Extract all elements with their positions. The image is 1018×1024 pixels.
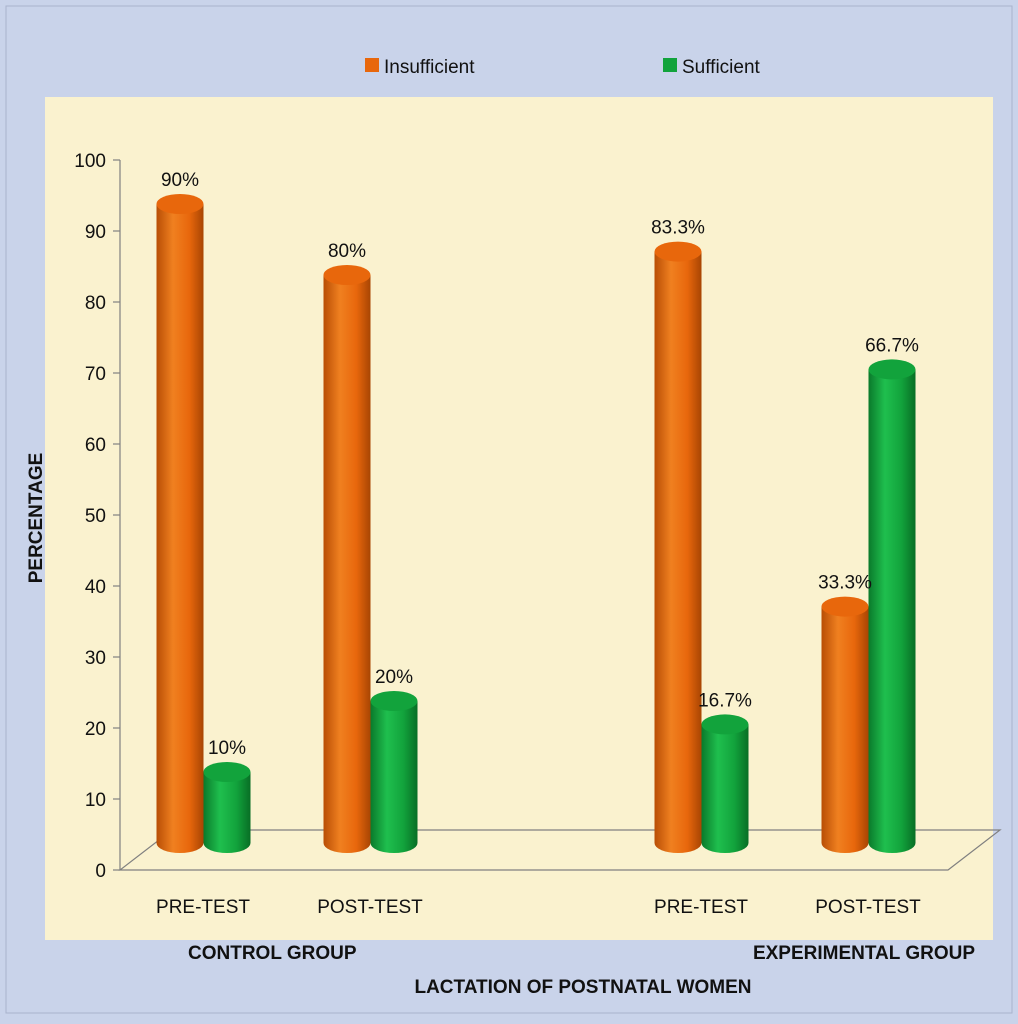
bar-body: [655, 252, 702, 853]
bar-body: [324, 275, 371, 853]
data-label-insufficient-2: 83.3%: [651, 218, 705, 239]
y-tick-label: 20: [85, 719, 106, 740]
bar-top-cap: [869, 359, 916, 379]
legend-swatch-insufficient: [365, 58, 379, 72]
y-tick-label: 100: [74, 151, 106, 172]
y-axis-title: PERCENTAGE: [26, 453, 47, 584]
category-label-experimental-post: POST-TEST: [815, 897, 921, 918]
bar-top-cap: [655, 242, 702, 262]
y-tick-label: 70: [85, 364, 106, 385]
data-label-sufficient-1: 20%: [375, 667, 413, 688]
y-tick-label: 50: [85, 506, 106, 527]
category-label-control-pre: PRE-TEST: [156, 897, 250, 918]
bar-insufficient-2: [655, 242, 702, 853]
category-label-experimental-pre: PRE-TEST: [654, 897, 748, 918]
data-label-insufficient-3: 33.3%: [818, 573, 872, 594]
bar-body: [702, 724, 749, 853]
group-label-experimental: EXPERIMENTAL GROUP: [753, 943, 975, 964]
data-label-insufficient-0: 90%: [161, 170, 199, 191]
y-tick-label: 0: [95, 861, 106, 882]
bar-body: [822, 607, 869, 853]
data-label-insufficient-1: 80%: [328, 241, 366, 262]
bar-top-cap: [157, 194, 204, 214]
legend-swatch-sufficient: [663, 58, 677, 72]
bar-body: [204, 772, 251, 853]
bar-top-cap: [204, 762, 251, 782]
bar-body: [869, 369, 916, 853]
bar-body: [371, 701, 418, 853]
bar-sufficient-1: [371, 691, 418, 853]
bar-body: [157, 204, 204, 853]
bar-top-cap: [822, 597, 869, 617]
data-label-sufficient-3: 66.7%: [865, 335, 919, 356]
y-tick-label: 60: [85, 435, 106, 456]
category-label-control-post: POST-TEST: [317, 897, 423, 918]
bar-sufficient-2: [702, 714, 749, 853]
bar-sufficient-0: [204, 762, 251, 853]
y-tick-label: 90: [85, 222, 106, 243]
data-label-sufficient-2: 16.7%: [698, 690, 752, 711]
bar-insufficient-1: [324, 265, 371, 853]
bar-insufficient-3: [822, 597, 869, 853]
legend-label-sufficient: Sufficient: [682, 57, 761, 78]
y-tick-label: 30: [85, 648, 106, 669]
bar-top-cap: [324, 265, 371, 285]
data-label-sufficient-0: 10%: [208, 738, 246, 759]
y-tick-label: 80: [85, 293, 106, 314]
x-axis-title: LACTATION OF POSTNATAL WOMEN: [414, 977, 751, 998]
bar-sufficient-3: [869, 359, 916, 853]
bar-insufficient-0: [157, 194, 204, 853]
y-tick-label: 40: [85, 577, 106, 598]
y-tick-label: 10: [85, 790, 106, 811]
legend-label-insufficient: Insufficient: [384, 57, 475, 78]
group-label-control: CONTROL GROUP: [188, 943, 357, 964]
bar-top-cap: [371, 691, 418, 711]
bar-top-cap: [702, 714, 749, 734]
